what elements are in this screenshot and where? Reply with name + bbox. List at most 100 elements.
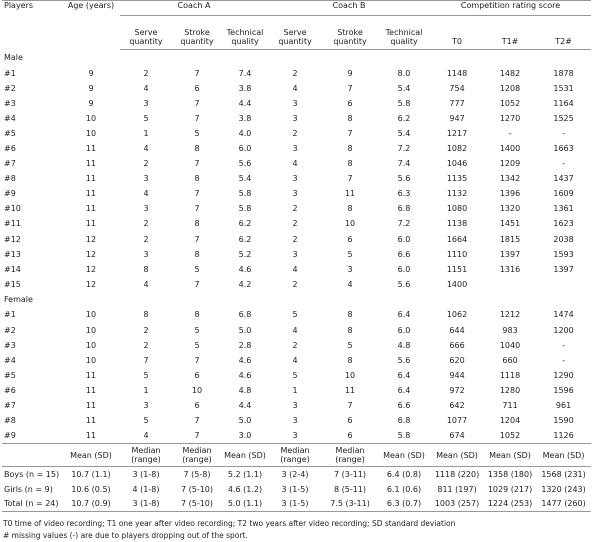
cell: 7 [194,113,200,123]
cell: 1397 [499,249,521,259]
cell: #7 [4,159,16,169]
cell: 1080 [446,204,468,214]
cell: - [562,355,565,365]
cell: 1118 [499,370,521,380]
cell: 711 [502,401,518,411]
cell: 666 [449,340,465,350]
data-row: #8 11 3 8 5.4 3 7 5.6 1135 1342 1437 [2,171,591,186]
cell: 8 [347,113,353,123]
cell: 6.4 [397,385,411,395]
cell: 2 [143,325,149,335]
cell: 6.3 (0.7) [378,496,431,512]
header-cell: Serve quantity [268,15,323,50]
cell: 6.4 [397,310,411,320]
cell: 3 (1-8) [120,496,172,512]
data-table: Players Age (years) Coach A Coach B Comp… [2,0,592,512]
data-row: #14 12 8 5 4.6 4 3 6.0 1151 1316 1397 [2,262,591,277]
data-row: #2 9 4 6 3.8 4 7 5.4 754 1208 1531 [2,81,591,96]
data-row: #5 10 1 5 4.0 2 7 5.4 1217 - - [2,126,591,141]
header-cell: Median (range) [120,443,172,468]
cell: 3 [143,401,149,411]
header-cell: Competition rating score [430,0,592,16]
cell: 777 [449,98,465,108]
cell: 944 [449,370,465,380]
cell: 5.8 [238,204,252,214]
cell: 10 [344,219,356,229]
cell: 1 [143,385,149,395]
cell: 5 [194,128,200,138]
cell: 3 [347,264,353,274]
cell: 9 [88,68,94,78]
cell: 5.4 [238,174,252,184]
cell: 5.8 [397,431,411,441]
cell: 11 [85,385,97,395]
cell: 3 [143,174,149,184]
summary-row: Boys (n = 15) 10.7 (1.1) 3 (1-8) 7 (5-8) 5.2… [2,467,591,482]
cell: #3 [4,98,16,108]
cell: 6 [347,431,353,441]
cell: #6 [4,144,16,154]
cell: 3 [292,249,298,259]
data-row: #3 9 3 7 4.4 3 6 5.8 777 1052 1164 [2,96,591,111]
section-row: Male [2,50,591,66]
cell: 4 [143,189,149,199]
cell: 8 [347,144,353,154]
cell: 5.6 [397,355,411,365]
header-cell: T1# [484,15,537,50]
cell: 9 [347,68,353,78]
cell: 4 [143,431,149,441]
cell: 1062 [446,310,468,320]
summary-row: Girls (n = 9) 10.6 (0.5) 4 (1-8) 7 (5-10) 4.… [2,482,591,497]
cell: 7 [347,128,353,138]
cell: 3 (1-8) [132,470,160,479]
footnote: # missing values (-) are due to players … [3,530,248,540]
header-cell: Coach A [120,0,269,16]
cell: 5.0 [238,416,252,426]
header-cell: T0 [430,15,485,50]
cell: 10 [344,370,356,380]
cell: 5 [292,370,298,380]
cell: 5 [143,113,149,123]
cell: 2 [143,219,149,229]
cell: 3 (1-5) [281,484,309,494]
cell: 11 [344,385,356,395]
cell: #8 [4,416,16,426]
cell: 3 [292,113,298,123]
header-cell: T2# [536,15,592,50]
cell: 6.0 [238,144,252,154]
cell: 7 [194,431,200,441]
cell: 7.2 [397,219,411,229]
cell: 4 (1-8) [132,484,160,494]
cell: 9 [88,98,94,108]
cell: 11 [85,189,97,199]
cell: - [508,128,512,138]
cell: 8 [347,325,353,335]
cell: 7 [194,159,200,169]
cell: 2 [292,234,298,244]
cell: 11 [85,401,97,411]
cell: 4.6 (1.2) [227,484,263,494]
cell: 6.1 (0.6) [386,484,422,494]
data-row: #7 11 3 6 4.4 3 7 6.6 642 711 961 [2,398,591,413]
cell: 947 [449,113,465,123]
header-cell: Serve quantity [120,15,172,50]
cell: 6 [194,83,200,93]
cell: 4 [143,144,149,154]
cell: 4.2 [238,279,252,289]
cell: 1110 [446,249,468,259]
cell: 1815 [499,234,521,244]
cell: Total (n = 24) [2,496,62,512]
section-row: Female [2,292,591,308]
header-cell: Technical quality [378,15,431,50]
data-row: #1 10 8 8 6.8 5 8 6.4 1062 1212 1474 [2,307,591,322]
cell: 5.0 (1.1) [222,496,269,512]
data-row: #1 9 2 7 7.4 2 9 8.0 1148 1482 1878 [2,66,591,81]
cell: 10 [85,113,97,123]
cell: 6 [194,370,200,380]
cell: 10 [85,325,97,335]
data-row: #5 11 5 6 4.6 5 10 6.4 944 1118 1290 [2,368,591,383]
cell: 1396 [499,189,521,199]
cell: 5.2 (1.1) [227,470,263,479]
cell: 8 [143,310,149,320]
cell: 644 [449,325,465,335]
